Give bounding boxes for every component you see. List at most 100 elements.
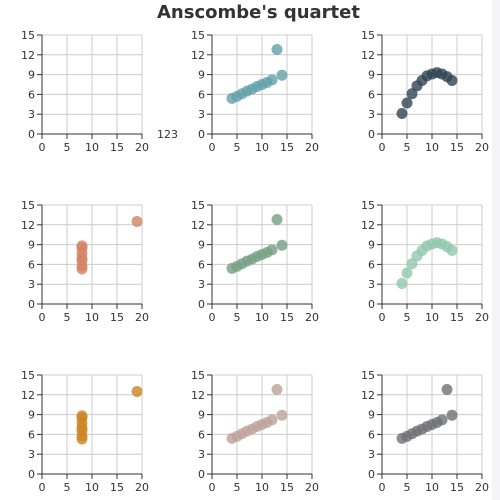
x-tick-label: 10 bbox=[85, 481, 99, 494]
x-tick-label: 15 bbox=[110, 141, 124, 154]
y-tick-label: 15 bbox=[21, 29, 35, 42]
scatter-panel: 0 5 10 15 20 0 3 6 9 12 15 bbox=[191, 369, 319, 494]
data-point bbox=[276, 69, 288, 81]
data-point bbox=[76, 240, 88, 252]
y-tick-label: 12 bbox=[361, 219, 375, 232]
data-point bbox=[271, 384, 283, 396]
y-tick-label: 9 bbox=[28, 409, 35, 422]
x-tick-label: 5 bbox=[404, 481, 411, 494]
x-tick-label: 20 bbox=[305, 141, 319, 154]
y-tick-label: 3 bbox=[198, 278, 205, 291]
y-tick-label: 6 bbox=[198, 428, 205, 441]
x-tick-label: 10 bbox=[425, 141, 439, 154]
x-tick-label: 20 bbox=[135, 141, 149, 154]
data-point bbox=[401, 267, 413, 279]
data-point bbox=[266, 414, 278, 426]
y-tick-label: 15 bbox=[191, 199, 205, 212]
y-tick-label: 0 bbox=[368, 468, 375, 481]
y-tick-label: 9 bbox=[28, 69, 35, 82]
y-tick-label: 12 bbox=[21, 219, 35, 232]
y-tick-label: 6 bbox=[28, 258, 35, 271]
data-point bbox=[446, 245, 458, 257]
data-point bbox=[446, 75, 458, 87]
x-tick-label: 10 bbox=[255, 311, 269, 324]
y-tick-label: 6 bbox=[368, 88, 375, 101]
y-tick-label: 15 bbox=[191, 369, 205, 382]
y-tick-label: 3 bbox=[368, 448, 375, 461]
y-tick-label: 15 bbox=[361, 369, 375, 382]
scatter-panel: 0 5 10 15 20 0 3 6 9 12 15 bbox=[361, 29, 489, 154]
x-tick-label: 0 bbox=[39, 311, 46, 324]
data-point bbox=[271, 44, 283, 56]
data-point bbox=[396, 278, 408, 290]
x-tick-label: 15 bbox=[110, 481, 124, 494]
scatter-panel: 0 5 10 15 20 0 3 6 9 12 15 bbox=[21, 369, 149, 494]
x-tick-label: 20 bbox=[305, 311, 319, 324]
y-tick-label: 0 bbox=[368, 128, 375, 141]
y-tick-label: 9 bbox=[368, 409, 375, 422]
y-tick-label: 3 bbox=[28, 108, 35, 121]
x-tick-label: 0 bbox=[379, 141, 386, 154]
x-tick-label: 0 bbox=[379, 311, 386, 324]
y-tick-label: 6 bbox=[198, 88, 205, 101]
y-tick-label: 3 bbox=[198, 448, 205, 461]
y-tick-label: 15 bbox=[21, 369, 35, 382]
y-tick-label: 0 bbox=[28, 468, 35, 481]
y-tick-label: 6 bbox=[198, 258, 205, 271]
data-point bbox=[131, 216, 143, 227]
y-tick-label: 9 bbox=[28, 239, 35, 252]
x-tick-label: 20 bbox=[475, 141, 489, 154]
data-point bbox=[276, 409, 288, 421]
y-tick-label: 3 bbox=[368, 278, 375, 291]
y-tick-label: 9 bbox=[198, 409, 205, 422]
data-point bbox=[406, 88, 418, 100]
x-tick-label: 0 bbox=[209, 141, 216, 154]
x-tick-label: 20 bbox=[135, 481, 149, 494]
x-tick-label: 15 bbox=[450, 481, 464, 494]
scatter-panel: 0 5 10 15 20 0 3 6 9 12 15 bbox=[191, 199, 319, 324]
y-tick-label: 0 bbox=[368, 298, 375, 311]
x-tick-label: 5 bbox=[64, 311, 71, 324]
y-tick-label: 3 bbox=[28, 448, 35, 461]
x-tick-label: 5 bbox=[234, 311, 241, 324]
data-point bbox=[406, 258, 418, 270]
x-tick-label: 15 bbox=[280, 481, 294, 494]
x-tick-label: 20 bbox=[475, 481, 489, 494]
y-tick-label: 15 bbox=[191, 29, 205, 42]
x-tick-label: 0 bbox=[39, 141, 46, 154]
y-tick-label: 0 bbox=[28, 298, 35, 311]
x-tick-label: 5 bbox=[64, 481, 71, 494]
scatter-panel: 0 5 10 15 20 0 3 6 9 12 15 bbox=[21, 199, 149, 324]
y-tick-label: 0 bbox=[198, 128, 205, 141]
y-tick-label: 6 bbox=[28, 428, 35, 441]
y-tick-label: 12 bbox=[21, 49, 35, 62]
x-tick-label: 0 bbox=[209, 481, 216, 494]
y-tick-label: 15 bbox=[21, 199, 35, 212]
data-point bbox=[271, 214, 283, 226]
data-point bbox=[276, 239, 288, 251]
data-point bbox=[396, 108, 408, 120]
y-tick-label: 0 bbox=[28, 128, 35, 141]
y-tick-label: 3 bbox=[368, 108, 375, 121]
y-tick-label: 6 bbox=[368, 258, 375, 271]
data-point bbox=[441, 384, 453, 396]
x-tick-label: 5 bbox=[234, 141, 241, 154]
stray-label: 123 bbox=[157, 128, 178, 141]
y-tick-label: 15 bbox=[361, 29, 375, 42]
y-tick-label: 12 bbox=[191, 389, 205, 402]
y-tick-label: 6 bbox=[368, 428, 375, 441]
scatter-panel: 0 5 10 15 20 0 3 6 9 12 15 bbox=[191, 29, 319, 154]
x-tick-label: 5 bbox=[404, 311, 411, 324]
y-tick-label: 9 bbox=[198, 69, 205, 82]
y-tick-label: 3 bbox=[198, 108, 205, 121]
y-tick-label: 9 bbox=[198, 239, 205, 252]
data-point bbox=[446, 409, 458, 421]
y-tick-label: 0 bbox=[198, 468, 205, 481]
x-tick-label: 20 bbox=[135, 311, 149, 324]
x-tick-label: 10 bbox=[85, 141, 99, 154]
data-point bbox=[76, 410, 88, 422]
x-tick-label: 15 bbox=[280, 311, 294, 324]
y-tick-label: 15 bbox=[361, 199, 375, 212]
